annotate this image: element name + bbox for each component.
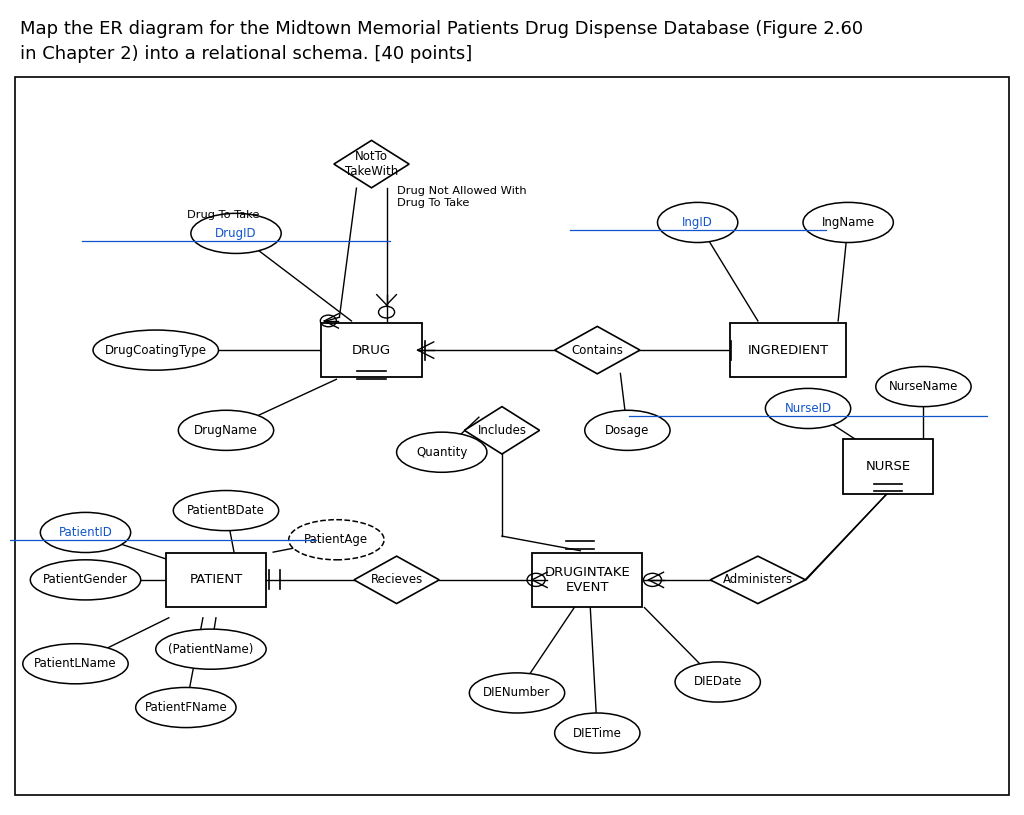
Ellipse shape — [190, 214, 282, 253]
Bar — [532, 553, 642, 607]
Text: NotTo
TakeWith: NotTo TakeWith — [345, 150, 398, 178]
Text: PatientID: PatientID — [58, 526, 113, 539]
Text: DIETime: DIETime — [572, 726, 622, 739]
Text: PatientGender: PatientGender — [43, 574, 128, 586]
Bar — [843, 439, 934, 494]
Text: Contains: Contains — [571, 344, 624, 357]
Ellipse shape — [657, 202, 737, 243]
Ellipse shape — [40, 513, 131, 553]
Text: DrugID: DrugID — [215, 227, 257, 240]
Text: IngName: IngName — [821, 216, 874, 229]
Text: Includes: Includes — [477, 424, 526, 437]
Text: NurseName: NurseName — [889, 380, 958, 393]
Text: DIEDate: DIEDate — [693, 676, 741, 689]
Text: DRUGINTAKE
EVENT: DRUGINTAKE EVENT — [545, 566, 630, 594]
Text: DrugID: DrugID — [215, 227, 257, 240]
Text: in Chapter 2) into a relational schema. [40 points]: in Chapter 2) into a relational schema. … — [20, 45, 473, 63]
Text: PatientAge: PatientAge — [304, 533, 369, 546]
Ellipse shape — [23, 644, 128, 684]
Ellipse shape — [178, 410, 273, 451]
Ellipse shape — [156, 629, 266, 669]
Bar — [322, 323, 422, 377]
Text: PatientFName: PatientFName — [144, 701, 227, 714]
Ellipse shape — [555, 713, 640, 753]
Text: NurseID: NurseID — [784, 402, 831, 415]
Text: DrugName: DrugName — [195, 424, 258, 437]
Ellipse shape — [93, 330, 218, 370]
Ellipse shape — [31, 560, 140, 600]
Text: PatientBDate: PatientBDate — [187, 504, 265, 517]
Text: PatientLName: PatientLName — [34, 657, 117, 670]
Text: Recieves: Recieves — [371, 574, 423, 586]
Polygon shape — [464, 407, 540, 454]
Ellipse shape — [876, 367, 971, 407]
Text: IngID: IngID — [682, 216, 713, 229]
Text: INGREDIENT: INGREDIENT — [748, 344, 828, 357]
Text: IngID: IngID — [682, 216, 713, 229]
Text: Drug To Take: Drug To Take — [186, 210, 259, 220]
Text: Quantity: Quantity — [416, 446, 467, 459]
Text: Drug Not Allowed With
Drug To Take: Drug Not Allowed With Drug To Take — [396, 186, 526, 208]
Text: DRUG: DRUG — [352, 344, 391, 357]
Polygon shape — [354, 556, 439, 604]
Polygon shape — [555, 326, 640, 374]
Text: DrugCoatingType: DrugCoatingType — [104, 344, 207, 357]
Text: Dosage: Dosage — [605, 424, 649, 437]
Polygon shape — [711, 556, 806, 604]
Ellipse shape — [289, 520, 384, 560]
Text: PatientID: PatientID — [58, 526, 113, 539]
Text: Administers: Administers — [723, 574, 793, 586]
Ellipse shape — [469, 673, 564, 713]
Ellipse shape — [396, 432, 487, 472]
Text: NurseID: NurseID — [784, 402, 831, 415]
Bar — [730, 323, 846, 377]
Text: NURSE: NURSE — [865, 460, 911, 474]
Text: DIENumber: DIENumber — [483, 686, 551, 699]
Polygon shape — [334, 140, 410, 187]
Ellipse shape — [173, 491, 279, 531]
Ellipse shape — [675, 662, 761, 702]
Text: Map the ER diagram for the Midtown Memorial Patients Drug Dispense Database (Fig: Map the ER diagram for the Midtown Memor… — [20, 20, 863, 38]
Ellipse shape — [585, 410, 670, 451]
Ellipse shape — [765, 389, 851, 429]
Ellipse shape — [803, 202, 893, 243]
Text: (PatientName): (PatientName) — [168, 643, 254, 656]
Bar — [166, 553, 266, 607]
Text: PATIENT: PATIENT — [189, 574, 243, 586]
Ellipse shape — [135, 688, 236, 728]
